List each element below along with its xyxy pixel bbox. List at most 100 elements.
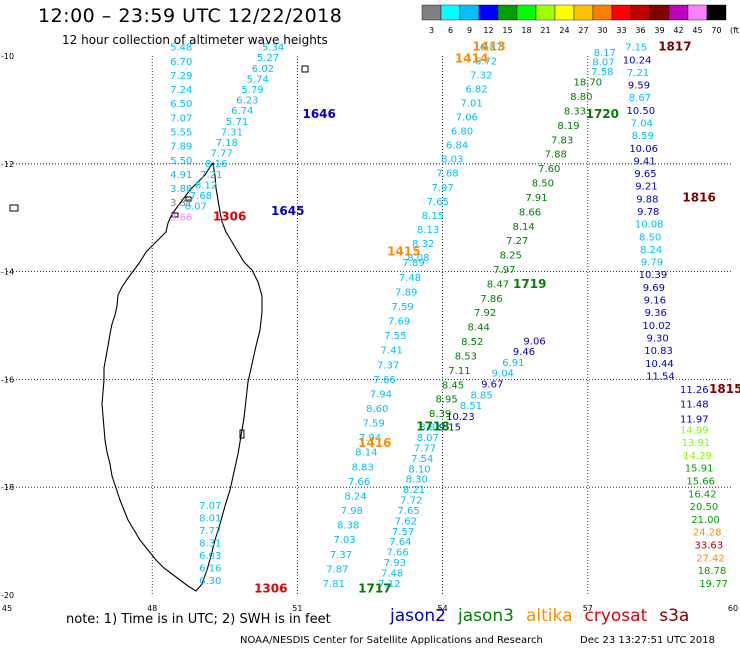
wave-height-value: 7.11 xyxy=(448,366,470,377)
pass-time-label: 1306 xyxy=(254,581,287,595)
colorbar-tick: 39 xyxy=(654,26,664,35)
credit-line: NOAA/NESDIS Center for Satellite Applica… xyxy=(240,635,543,646)
wave-height-value: 8.07 xyxy=(417,433,439,444)
wave-height-value: 8.15 xyxy=(422,211,444,222)
wave-height-value: 7.18 xyxy=(216,138,238,149)
wave-height-value: 7.93 xyxy=(384,558,406,569)
wave-height-value: 8.17 xyxy=(594,48,616,59)
colorbar-unit: (ft) xyxy=(730,26,740,35)
timestamp: Dec 23 13:27:51 UTC 2018 xyxy=(580,635,715,646)
wave-height-value: 7.48 xyxy=(399,273,421,284)
wave-height-value: 8.14 xyxy=(512,222,534,233)
wave-height-value: 3.88 xyxy=(170,184,192,195)
wave-height-value: 3.31 xyxy=(170,198,192,209)
wave-height-value: 8.32 xyxy=(412,239,434,250)
wave-height-value: 14.99 xyxy=(680,425,709,436)
lat-label: -12 xyxy=(1,160,14,169)
wave-height-value: 9.16 xyxy=(644,296,666,307)
wave-height-value: 7.65 xyxy=(397,506,419,517)
wave-height-value: 7.77 xyxy=(414,443,436,454)
wave-height-value: 6.70 xyxy=(170,57,192,68)
wave-height-value: 8.24 xyxy=(344,491,366,502)
pass-time-label: 1815 xyxy=(709,382,740,396)
wave-height-value: 7.03 xyxy=(333,535,355,546)
pass-time-label: 1415 xyxy=(387,244,420,258)
wave-height-value: 8.13 xyxy=(417,225,439,236)
island-outline xyxy=(239,429,245,439)
wave-height-value: 5.50 xyxy=(170,156,192,167)
wave-height-value: 10.83 xyxy=(644,346,673,357)
wave-height-value: 11.26 xyxy=(680,385,709,396)
wave-height-value: 16.42 xyxy=(688,489,717,500)
lat-label: -20 xyxy=(1,591,14,600)
wave-height-value: 6.87 xyxy=(480,43,502,54)
wave-height-value: 8.60 xyxy=(366,404,388,415)
wave-height-value: 7.81 xyxy=(323,579,345,590)
pass-time-label: 1720 xyxy=(586,107,619,121)
colorbar-tick: 70 xyxy=(711,26,721,35)
wave-height-value: 6.50 xyxy=(170,99,192,110)
wave-height-value: 5.79 xyxy=(241,85,263,96)
wave-height-value: 7.91 xyxy=(525,193,547,204)
wave-height-value: 7.29 xyxy=(170,71,192,82)
wave-height-value: 7.66 xyxy=(386,548,408,559)
wave-height-value: 8.08 xyxy=(407,253,429,264)
wave-height-value: 8.53 xyxy=(455,351,477,362)
wave-height-value: 8.51 xyxy=(460,401,482,412)
wave-height-value: 7.98 xyxy=(341,506,363,517)
wave-height-value: 19.77 xyxy=(699,579,728,590)
wave-height-value: 7.97 xyxy=(493,265,515,276)
pass-time-label: 1817 xyxy=(658,40,691,54)
wave-height-value: 9.67 xyxy=(481,379,503,390)
wave-height-value: 8.95 xyxy=(435,395,457,406)
wave-height-value: 7.07 xyxy=(170,113,192,124)
lon-label: 54 xyxy=(438,604,448,613)
wave-height-value: 9.69 xyxy=(643,283,665,294)
wave-height-value: 4.91 xyxy=(170,170,192,181)
colorbar-tick: 18 xyxy=(521,26,531,35)
wave-height-value: 8.45 xyxy=(442,380,464,391)
wave-height-value: 8.44 xyxy=(468,323,490,334)
colorbar-tick: 45 xyxy=(692,26,702,35)
lat-label: -18 xyxy=(1,483,14,492)
wave-height-value: 10.06 xyxy=(629,144,658,155)
wave-height-value: 8.07 xyxy=(592,57,614,68)
wave-height-value: 7.32 xyxy=(470,71,492,82)
wave-height-value: 7.21 xyxy=(627,68,649,79)
wave-height-value: 8.14 xyxy=(355,448,377,459)
wave-height-value: 6.23 xyxy=(236,96,258,107)
legend-s3a: s3a xyxy=(659,606,690,626)
wave-height-value: 7.60 xyxy=(538,164,560,175)
wave-height-value: 7.68 xyxy=(436,169,458,180)
wave-height-value: 9.65 xyxy=(634,169,656,180)
lat-label: -10 xyxy=(1,52,14,61)
lon-label: 57 xyxy=(583,604,593,613)
wave-height-value: 5.34 xyxy=(262,43,284,54)
colorbar-tick: 9 xyxy=(467,26,472,35)
wave-height-value: 3.66 xyxy=(170,212,192,223)
wave-height-value: 7.48 xyxy=(381,568,403,579)
wave-height-value: 9.30 xyxy=(646,333,668,344)
wave-height-value: 24.28 xyxy=(693,528,722,539)
wave-height-value: 7.31 xyxy=(221,127,243,138)
legend-cryosat: cryosat xyxy=(584,606,648,626)
wave-height-value: 8.83 xyxy=(352,462,374,473)
wave-height-value: 7.77 xyxy=(210,149,232,160)
colorbar-tick: 36 xyxy=(635,26,645,35)
wave-height-value: 9.04 xyxy=(492,369,514,380)
wave-height-value: 7.69 xyxy=(388,317,410,328)
wave-height-value: 7.55 xyxy=(384,331,406,342)
wave-height-value: 6.02 xyxy=(252,64,274,75)
wave-height-value: 7.06 xyxy=(456,113,478,124)
wave-height-value: 7.04 xyxy=(631,118,653,129)
wave-height-value: 10.50 xyxy=(627,106,656,117)
wave-height-value: 10.02 xyxy=(642,321,671,332)
wave-height-value: 7.41 xyxy=(381,346,403,357)
wave-height-value: 8.67 xyxy=(629,93,651,104)
lat-label: -14 xyxy=(1,268,14,277)
wave-height-value: 7.89 xyxy=(395,287,417,298)
pass-time-label: 1719 xyxy=(513,277,546,291)
wave-height-value: 9.46 xyxy=(513,347,535,358)
wave-height-value: 5.27 xyxy=(257,53,279,64)
wave-height-value: 8.81 xyxy=(419,423,441,434)
